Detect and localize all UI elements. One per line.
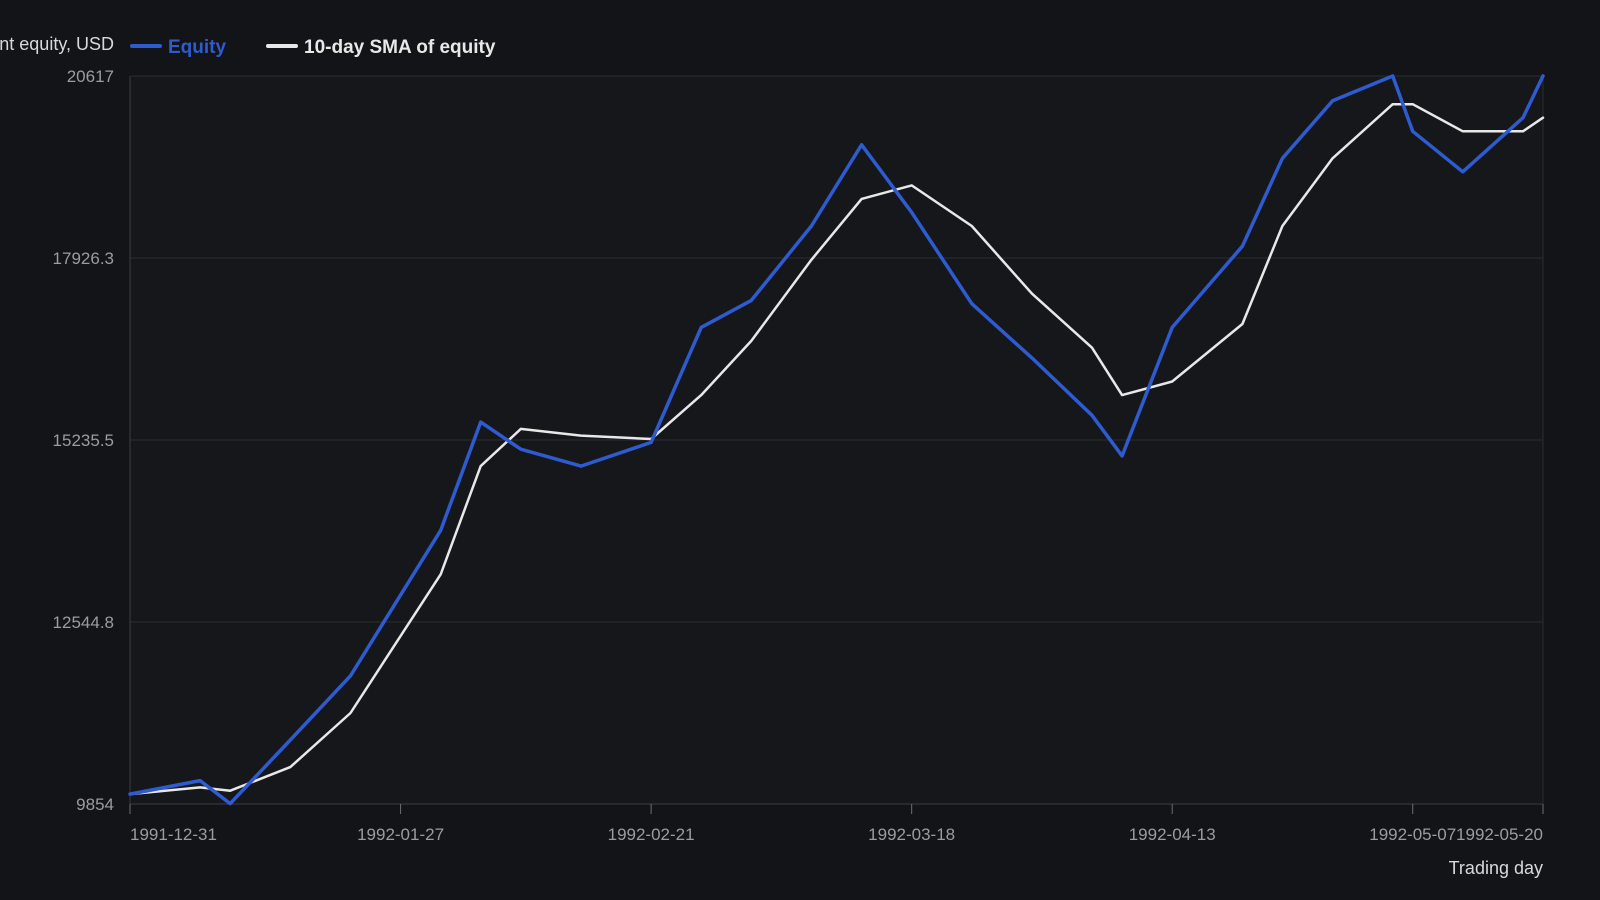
y-tick-label: 17926.3 [53,249,114,268]
y-tick-label: 15235.5 [53,431,114,450]
y-tick-label: 9854 [76,795,114,814]
series-lines [128,74,1545,806]
y-axis-ticks: 9854 12544.8 15235.5 17926.3 20617 [53,67,114,814]
x-tick-label: 1991-12-31 [130,825,217,844]
y-tick-label: 12544.8 [53,613,114,632]
y-tick-label: 20617 [67,67,114,86]
legend: Equity 10-day SMA of equity [130,37,496,58]
x-tick-label: 1992-04-13 [1129,825,1216,844]
legend-label-sma: 10-day SMA of equity [304,37,496,58]
x-axis-label: Trading day [1449,858,1543,878]
x-tick-label: 1992-03-18 [868,825,955,844]
axes [129,76,1544,805]
y-axis-label: Account equity, USD [0,34,114,54]
x-tick-label: 1992-02-21 [608,825,695,844]
x-tick-label: 1992-05-07 [1369,825,1456,844]
equity-series-line [128,74,1545,806]
sma-series-line [128,102,1545,796]
grid-lines [130,75,1543,623]
x-tick-label: 1992-01-27 [357,825,444,844]
x-tick-label: 1992-05-20 [1456,825,1543,844]
x-axis-ticks: 1991-12-31 1992-01-27 1992-02-21 1992-03-18… [129,804,1544,844]
legend-label-equity: Equity [168,37,226,58]
